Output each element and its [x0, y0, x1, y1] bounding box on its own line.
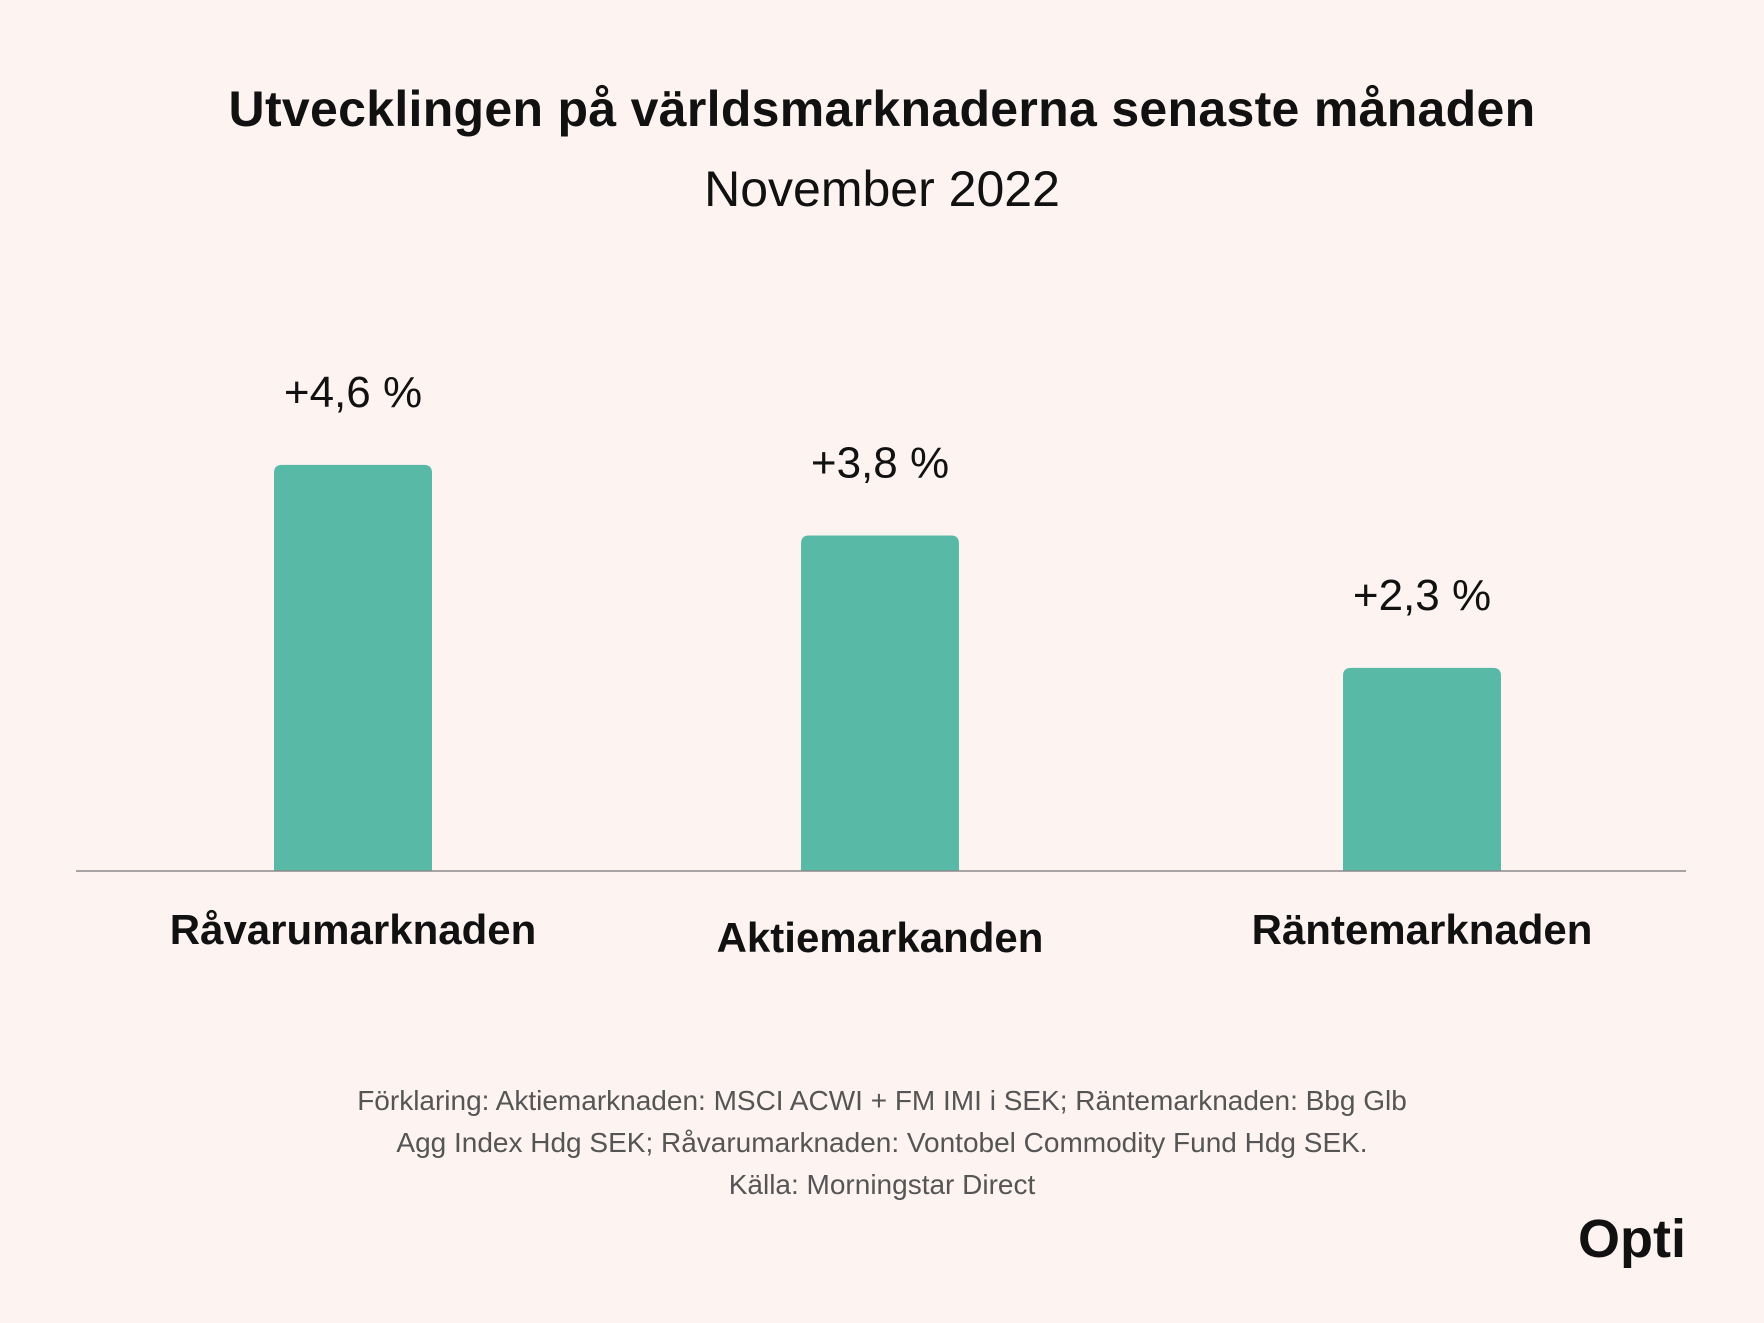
bar-1 — [274, 464, 432, 871]
category-label-3: Räntemarknaden — [1252, 906, 1593, 953]
footnote-line-3: Källa: Morningstar Direct — [728, 1169, 1036, 1200]
value-label-3: +2,3 % — [1353, 571, 1491, 620]
bars-group — [274, 464, 1501, 871]
footnote-line-2: Agg Index Hdg SEK; Råvarumarknaden: Vont… — [396, 1127, 1368, 1158]
chart-title: Utvecklingen på världsmarknaderna senast… — [228, 81, 1536, 137]
bar-3 — [1343, 667, 1501, 871]
value-label-2: +3,8 % — [811, 438, 949, 487]
footnote-line-1: Förklaring: Aktiemarknaden: MSCI ACWI + … — [357, 1085, 1407, 1116]
category-labels-group: Råvarumarknaden Aktiemarkanden Räntemarkna… — [170, 906, 1593, 961]
chart-subtitle: November 2022 — [704, 161, 1060, 217]
footnote: Förklaring: Aktiemarknaden: MSCI ACWI + … — [0, 1080, 1764, 1206]
opti-logo: Opti — [1578, 1209, 1686, 1269]
category-label-1: Råvarumarknaden — [170, 906, 537, 953]
value-labels-group: +4,6 % +3,8 % +2,3 % — [284, 368, 1491, 620]
category-label-2: Aktiemarkanden — [717, 914, 1044, 961]
value-label-1: +4,6 % — [284, 368, 422, 417]
bar-2 — [801, 535, 959, 871]
